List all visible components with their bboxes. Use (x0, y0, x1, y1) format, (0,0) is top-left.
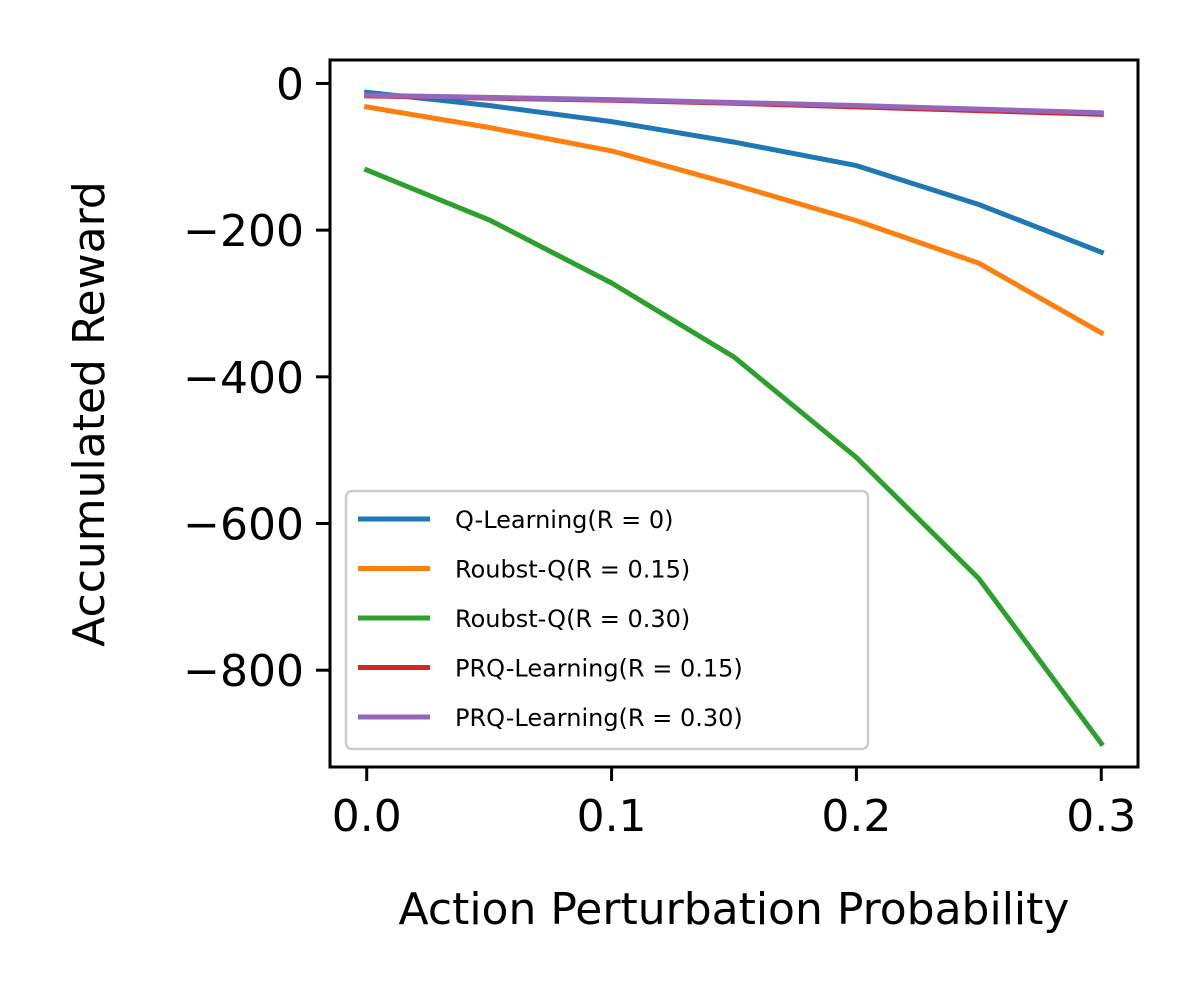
y-tick-label: −600 (183, 500, 304, 551)
series-lines (363, 89, 1105, 747)
plot-frame (328, 58, 1140, 769)
x-tick-label: 0.0 (332, 791, 402, 842)
legend-label-5: PRQ-Learning(R = 0.30) (455, 704, 743, 732)
legend-entries: Q-Learning(R = 0) Roubst-Q(R = 0.15) Roubs… (358, 506, 743, 732)
series-line-3 (363, 166, 1105, 747)
series-line-2 (363, 104, 1105, 337)
legend-box (344, 489, 870, 751)
x-tick-label: 0.1 (577, 791, 647, 842)
legend-label-4: PRQ-Learning(R = 0.15) (455, 655, 743, 683)
y-tick-label: 0 (276, 59, 304, 110)
y-axis-label: Accumulated Reward (64, 181, 115, 647)
legend-label-1: Q-Learning(R = 0) (455, 506, 673, 534)
y-tick-label: −400 (183, 353, 304, 404)
x-tick-label: 0.2 (821, 791, 891, 842)
y-tick-label: −200 (183, 206, 304, 257)
legend-label-3: Roubst-Q(R = 0.30) (455, 605, 690, 633)
legend: Q-Learning(R = 0) Roubst-Q(R = 0.15) Roubs… (344, 489, 870, 751)
y-tick-label: −800 (183, 646, 304, 697)
x-axis-label: Action Perturbation Probability (399, 884, 1070, 935)
legend-label-2: Roubst-Q(R = 0.15) (455, 556, 690, 584)
series-line-1 (363, 89, 1105, 256)
x-tick-label: 0.3 (1066, 791, 1136, 842)
y-axis-ticks: 0 −200 −400 −600 −800 (183, 59, 330, 697)
x-axis-ticks: 0.0 0.1 0.2 0.3 (332, 767, 1136, 842)
series-line-5 (364, 92, 1104, 116)
